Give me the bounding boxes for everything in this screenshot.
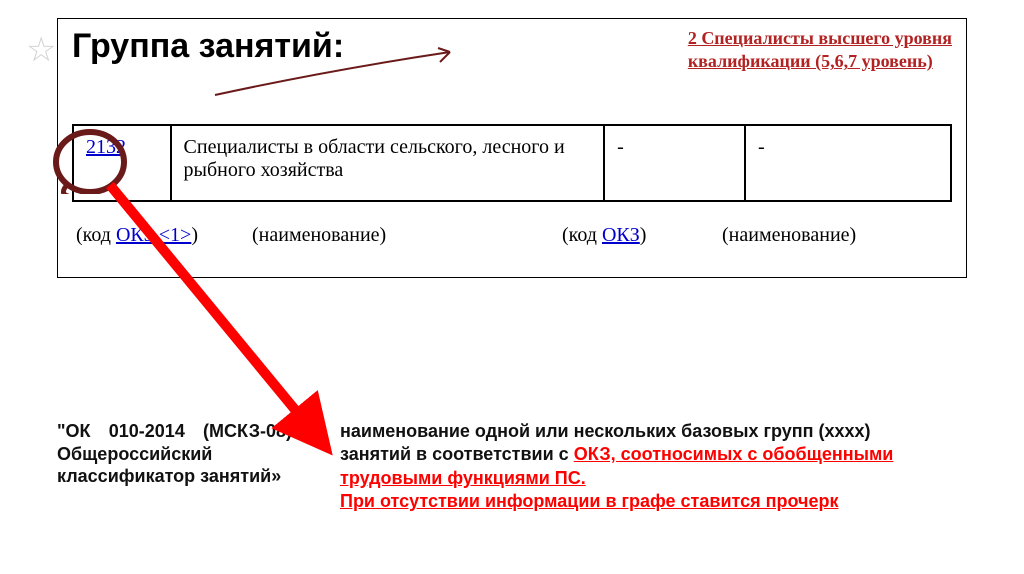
subtitle-line2: квалификации (5,6,7 уровень): [688, 51, 933, 71]
favorite-star-icon: ☆: [26, 30, 56, 70]
table-row: 2132 Специалисты в области сельского, ле…: [73, 125, 951, 201]
occupation-table: 2132 Специалисты в области сельского, ле…: [72, 124, 952, 202]
code-link[interactable]: 2132: [86, 136, 126, 158]
explanation-red2: При отсутствии информации в графе ставит…: [340, 491, 839, 511]
okz-link-1[interactable]: ОКЗ: [116, 224, 154, 246]
header-row: Группа занятий: 2 Специалисты высшего ур…: [72, 27, 952, 74]
cell-col3: -: [604, 125, 745, 201]
ref-link-1[interactable]: <1>: [159, 224, 192, 246]
okz-link-2[interactable]: ОКЗ: [602, 224, 640, 246]
cell-name: Специалисты в области сельского, лесного…: [171, 125, 605, 201]
caption-row: (код ОКЗ <1>) (наименование) (код ОКЗ) (…: [72, 224, 952, 247]
subtitle-link[interactable]: 2 Специалисты высшего уровня квалификаци…: [688, 27, 952, 74]
caption-name1: (наименование): [222, 224, 562, 247]
cell-col4: -: [745, 125, 951, 201]
caption-name2: (наименование): [712, 224, 856, 247]
caption-code2: (код ОКЗ): [562, 224, 712, 247]
page-title: Группа занятий:: [72, 27, 344, 66]
subtitle-line1: 2 Специалисты высшего уровня: [688, 28, 952, 48]
main-content-box: Группа занятий: 2 Специалисты высшего ур…: [57, 18, 967, 278]
classifier-reference: "ОК 010-2014 (МСКЗ-08). Общероссийский к…: [57, 420, 297, 488]
explanation-text: наименование одной или нескольких базовы…: [340, 420, 940, 514]
caption-code1: (код ОКЗ <1>): [72, 224, 222, 247]
cell-code: 2132: [73, 125, 171, 201]
